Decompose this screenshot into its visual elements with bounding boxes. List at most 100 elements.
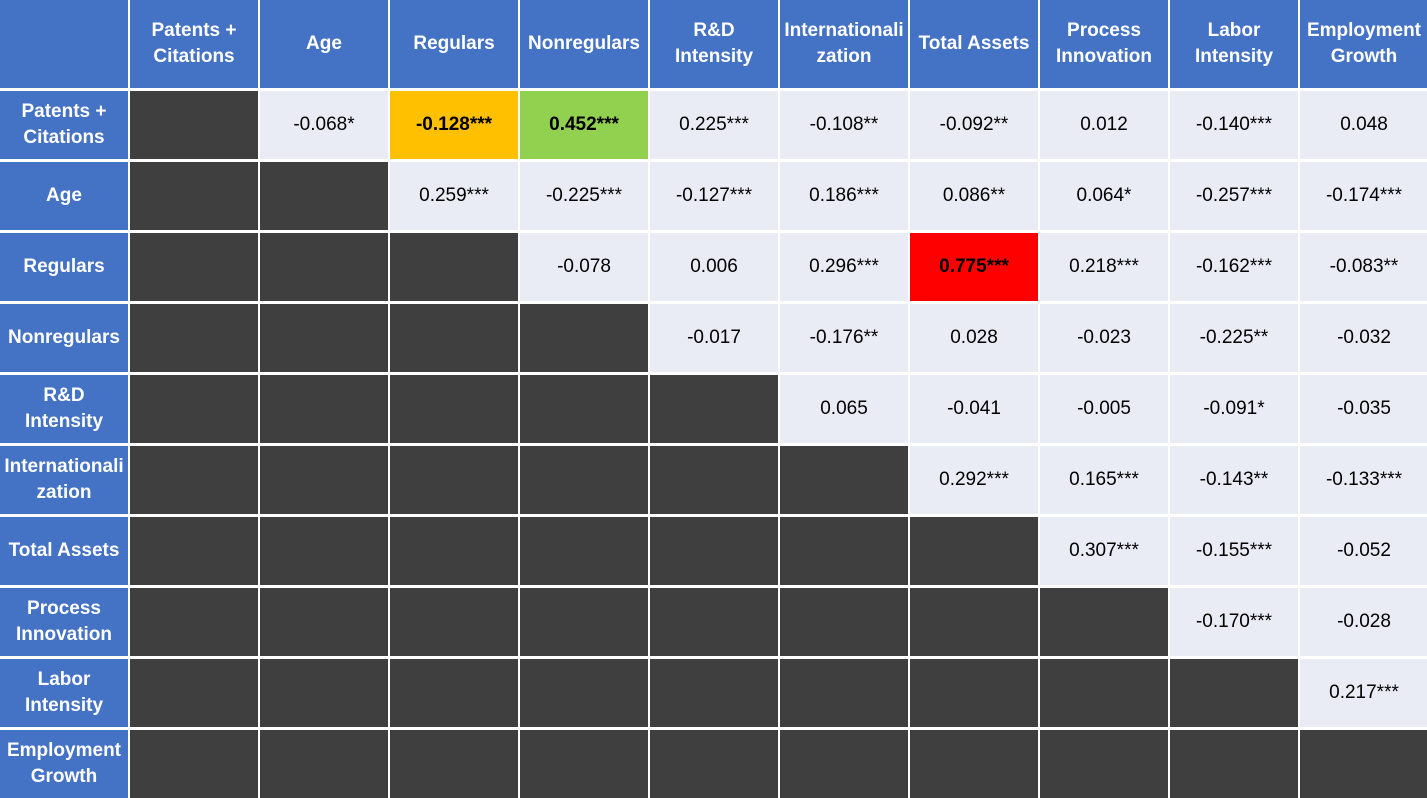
masked-cell — [520, 517, 648, 585]
correlation-value: -0.017 — [650, 304, 778, 372]
masked-cell — [910, 517, 1038, 585]
masked-cell — [390, 375, 518, 443]
correlation-value: -0.041 — [910, 375, 1038, 443]
row-header: Employment Growth — [0, 730, 128, 798]
masked-cell — [650, 446, 778, 514]
masked-cell — [390, 304, 518, 372]
correlation-value: 0.225*** — [650, 91, 778, 159]
correlation-value: -0.170*** — [1170, 588, 1298, 656]
masked-cell — [1170, 659, 1298, 727]
column-header: Nonregulars — [520, 0, 648, 88]
masked-cell — [650, 517, 778, 585]
masked-cell — [520, 659, 648, 727]
correlation-value: -0.032 — [1300, 304, 1427, 372]
row-header: Age — [0, 162, 128, 230]
masked-cell — [390, 659, 518, 727]
masked-cell — [130, 517, 258, 585]
row-header: Internationali zation — [0, 446, 128, 514]
correlation-value: -0.225** — [1170, 304, 1298, 372]
correlation-value: -0.174*** — [1300, 162, 1427, 230]
correlation-value: -0.083** — [1300, 233, 1427, 301]
correlation-value: -0.092** — [910, 91, 1038, 159]
masked-cell — [130, 446, 258, 514]
row-header: Nonregulars — [0, 304, 128, 372]
masked-cell — [650, 659, 778, 727]
correlation-value: 0.012 — [1040, 91, 1168, 159]
correlation-value: -0.028 — [1300, 588, 1427, 656]
masked-cell — [910, 730, 1038, 798]
masked-cell — [520, 375, 648, 443]
column-header: R&D Intensity — [650, 0, 778, 88]
masked-cell — [260, 162, 388, 230]
masked-cell — [1040, 659, 1168, 727]
masked-cell — [390, 588, 518, 656]
column-header: Regulars — [390, 0, 518, 88]
correlation-value: -0.068* — [260, 91, 388, 159]
masked-cell — [390, 517, 518, 585]
correlation-value: 0.006 — [650, 233, 778, 301]
row-header: R&D Intensity — [0, 375, 128, 443]
highlighted-correlation-value: -0.128*** — [390, 91, 518, 159]
row-header: Process Innovation — [0, 588, 128, 656]
column-header: Labor Intensity — [1170, 0, 1298, 88]
masked-cell — [260, 233, 388, 301]
masked-cell — [390, 233, 518, 301]
correlation-value: 0.065 — [780, 375, 908, 443]
correlation-value: -0.035 — [1300, 375, 1427, 443]
row-header: Labor Intensity — [0, 659, 128, 727]
masked-cell — [780, 659, 908, 727]
masked-cell — [130, 304, 258, 372]
column-header: Age — [260, 0, 388, 88]
correlation-value: -0.005 — [1040, 375, 1168, 443]
masked-cell — [130, 588, 258, 656]
masked-cell — [910, 659, 1038, 727]
masked-cell — [650, 588, 778, 656]
masked-cell — [390, 446, 518, 514]
correlation-value: -0.143** — [1170, 446, 1298, 514]
masked-cell — [130, 659, 258, 727]
correlation-value: 0.217*** — [1300, 659, 1427, 727]
masked-cell — [520, 730, 648, 798]
masked-cell — [260, 659, 388, 727]
correlation-value: -0.162*** — [1170, 233, 1298, 301]
correlation-value: -0.052 — [1300, 517, 1427, 585]
correlation-value: -0.140*** — [1170, 91, 1298, 159]
masked-cell — [390, 730, 518, 798]
column-header: Total Assets — [910, 0, 1038, 88]
correlation-value: 0.296*** — [780, 233, 908, 301]
column-header: Employment Growth — [1300, 0, 1427, 88]
correlation-value: 0.048 — [1300, 91, 1427, 159]
masked-cell — [780, 588, 908, 656]
masked-cell — [650, 730, 778, 798]
masked-cell — [520, 304, 648, 372]
masked-cell — [260, 730, 388, 798]
correlation-value: -0.023 — [1040, 304, 1168, 372]
column-header: Process Innovation — [1040, 0, 1168, 88]
correlation-value: 0.165*** — [1040, 446, 1168, 514]
column-header: Internationali zation — [780, 0, 908, 88]
masked-cell — [1300, 730, 1427, 798]
corner-cell — [0, 0, 128, 88]
correlation-value: -0.176** — [780, 304, 908, 372]
masked-cell — [130, 91, 258, 159]
correlation-value: 0.292*** — [910, 446, 1038, 514]
masked-cell — [260, 304, 388, 372]
masked-cell — [780, 446, 908, 514]
masked-cell — [520, 446, 648, 514]
masked-cell — [520, 588, 648, 656]
masked-cell — [130, 233, 258, 301]
masked-cell — [650, 375, 778, 443]
column-header: Patents + Citations — [130, 0, 258, 88]
masked-cell — [260, 517, 388, 585]
correlation-value: 0.086** — [910, 162, 1038, 230]
masked-cell — [1170, 730, 1298, 798]
correlation-value: 0.186*** — [780, 162, 908, 230]
masked-cell — [780, 517, 908, 585]
correlation-value: 0.259*** — [390, 162, 518, 230]
correlation-value: 0.218*** — [1040, 233, 1168, 301]
correlation-value: 0.064* — [1040, 162, 1168, 230]
masked-cell — [910, 588, 1038, 656]
masked-cell — [780, 730, 908, 798]
correlation-value: 0.307*** — [1040, 517, 1168, 585]
correlation-value: -0.127*** — [650, 162, 778, 230]
